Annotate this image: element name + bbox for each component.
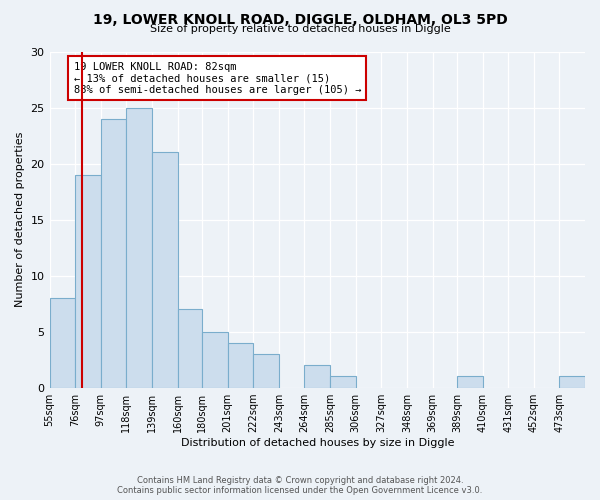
Bar [50, 298, 75, 388]
Bar [75, 174, 101, 388]
Text: 19 LOWER KNOLL ROAD: 82sqm
← 13% of detached houses are smaller (15)
88% of semi: 19 LOWER KNOLL ROAD: 82sqm ← 13% of deta… [74, 62, 361, 95]
Bar [101, 118, 127, 388]
Bar [253, 354, 279, 388]
Bar [152, 152, 178, 388]
Bar [127, 108, 152, 388]
Bar [304, 365, 330, 388]
X-axis label: Distribution of detached houses by size in Diggle: Distribution of detached houses by size … [181, 438, 454, 448]
Text: Contains HM Land Registry data © Crown copyright and database right 2024.
Contai: Contains HM Land Registry data © Crown c… [118, 476, 482, 495]
Bar [457, 376, 482, 388]
Bar [559, 376, 585, 388]
Bar [227, 343, 253, 388]
Text: Size of property relative to detached houses in Diggle: Size of property relative to detached ho… [149, 24, 451, 34]
Bar [330, 376, 356, 388]
Bar [178, 309, 202, 388]
Text: 19, LOWER KNOLL ROAD, DIGGLE, OLDHAM, OL3 5PD: 19, LOWER KNOLL ROAD, DIGGLE, OLDHAM, OL… [92, 12, 508, 26]
Y-axis label: Number of detached properties: Number of detached properties [15, 132, 25, 307]
Bar [202, 332, 227, 388]
